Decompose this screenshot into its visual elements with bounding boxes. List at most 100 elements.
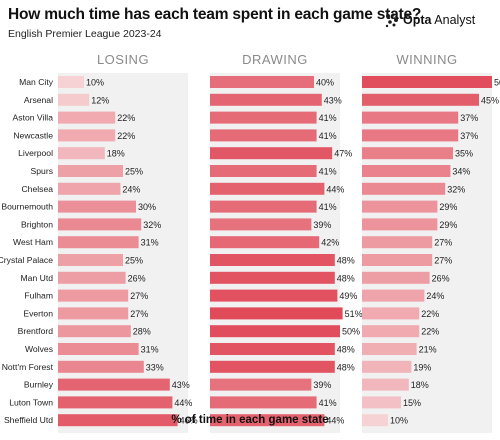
bar-drawing [210,236,320,249]
team-label: Liverpool [18,148,53,158]
bar-winning [362,147,453,160]
value-label: 27% [130,309,148,319]
value-label: 10% [390,416,408,426]
bar-drawing [210,165,317,177]
bar-winning [362,343,417,355]
value-label: 18% [107,149,125,159]
bar-winning [362,200,438,213]
team-label: Chelsea [21,184,53,194]
column-header-drawing: DRAWING [242,52,308,67]
bar-losing [58,360,144,373]
value-label: 48% [337,256,355,266]
bar-winning [362,165,451,177]
team-label: Brentford [18,326,54,336]
bar-winning [362,129,459,142]
team-label: Newcastle [13,130,53,140]
bar-drawing [210,218,312,231]
logo-product: Analyst [434,13,476,27]
bar-losing [58,289,129,302]
bar-winning [362,378,409,391]
value-label: 41% [319,167,337,177]
bar-losing [58,147,105,160]
bar-drawing [210,93,322,106]
team-label: Arsenal [24,95,53,105]
bar-drawing [210,200,317,213]
value-label: 41% [319,113,337,123]
value-label: 46% [180,416,198,426]
value-label: 44% [326,416,344,426]
bar-losing [58,325,131,338]
value-label: 34% [452,167,470,177]
value-label: 47% [334,149,352,159]
value-label: 28% [133,327,151,337]
bar-losing [58,343,139,355]
bar-drawing [210,325,340,338]
bar-winning [362,307,420,320]
team-label: Aston Villa [13,113,54,123]
value-label: 40% [316,78,334,88]
value-label: 30% [138,202,156,212]
bar-drawing [210,76,314,88]
bar-losing [58,236,139,249]
opta-logo-icon [385,13,398,28]
team-label: Luton Town [9,397,53,407]
team-label: West Ham [13,237,53,247]
team-label: Man City [19,77,54,87]
value-label: 42% [321,238,339,248]
bar-winning [362,218,438,231]
logo-text: Opta Analyst [403,13,475,27]
value-label: 50% [342,327,360,337]
value-label: 15% [403,398,421,408]
value-label: 12% [91,95,109,105]
bar-drawing [210,147,333,160]
team-label: Sheffield Utd [4,415,53,425]
x-axis-label: % of time in each game state [171,414,329,426]
value-label: 24% [426,291,444,301]
value-label: 39% [313,380,331,390]
value-label: 22% [117,113,135,123]
value-label: 44% [326,184,344,194]
bar-winning [362,414,388,427]
team-label: Crystal Palace [0,255,53,265]
value-label: 45% [481,95,499,105]
bar-winning [362,360,412,373]
value-label: 50% [494,78,500,88]
value-label: 25% [125,256,143,266]
value-label: 24% [122,184,140,194]
value-label: 41% [319,202,337,212]
value-label: 31% [141,345,159,355]
bar-drawing [210,129,317,142]
value-label: 39% [313,220,331,230]
column-header-losing: LOSING [97,52,149,67]
team-label: Everton [23,308,53,318]
bar-losing [58,200,136,213]
value-label: 41% [319,398,337,408]
team-label: Bournemouth [1,202,53,212]
value-label: 27% [434,238,452,248]
value-label: 27% [130,291,148,301]
team-label: Wolves [25,344,53,354]
bar-drawing [210,343,335,355]
column-header-winning: WINNING [396,52,457,67]
bar-winning [362,289,425,302]
bar-drawing [210,254,335,266]
value-label: 33% [146,362,164,372]
bar-losing [58,182,121,195]
value-label: 27% [434,256,452,266]
chart-subtitle: English Premier League 2023-24 [8,28,162,40]
value-label: 41% [319,131,337,141]
bar-drawing [210,360,335,373]
bar-winning [362,254,433,266]
value-label: 18% [411,380,429,390]
bar-winning [362,396,401,409]
bar-losing [58,378,170,391]
bar-drawing [210,111,317,124]
logo-brand: Opta [403,13,432,27]
value-label: 10% [86,78,104,88]
value-label: 25% [125,167,143,177]
value-label: 51% [345,309,363,319]
value-label: 43% [324,95,342,105]
value-label: 26% [432,273,450,283]
team-label: Burnley [24,380,54,390]
